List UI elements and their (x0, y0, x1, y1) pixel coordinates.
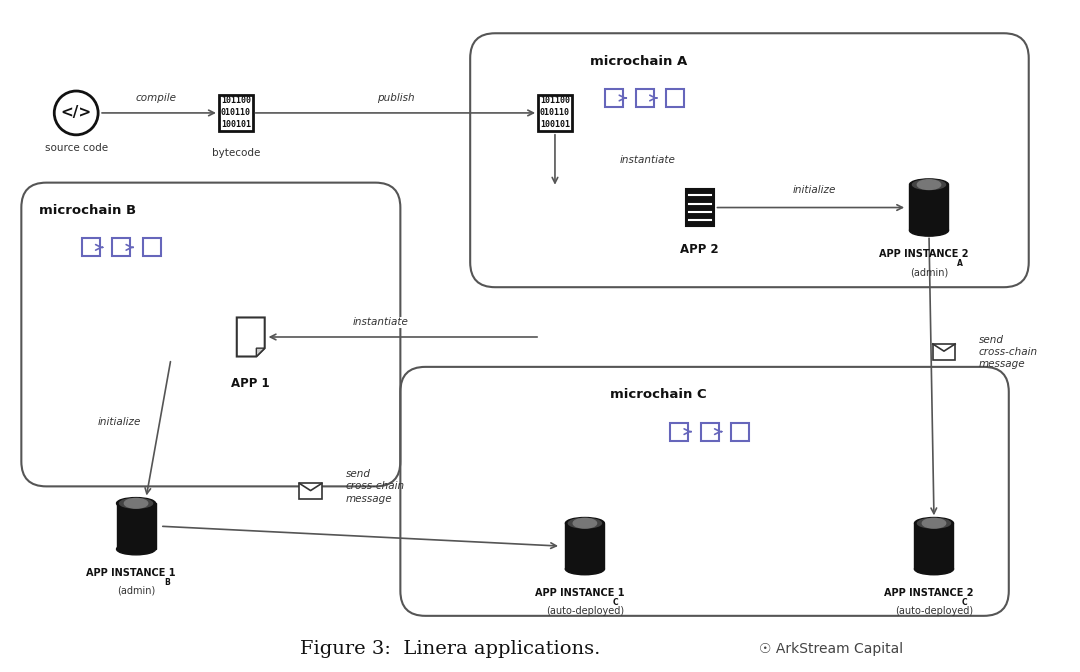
Text: APP 1: APP 1 (231, 377, 270, 390)
Bar (566, 523, 605, 569)
Bar (636, 89, 653, 107)
Text: 010110: 010110 (540, 108, 570, 118)
Text: APP INSTANCE 2: APP INSTANCE 2 (885, 588, 974, 598)
Ellipse shape (913, 180, 946, 190)
Ellipse shape (909, 224, 948, 236)
Ellipse shape (922, 518, 946, 528)
Bar (915, 523, 954, 569)
Ellipse shape (117, 497, 156, 509)
Text: (auto-deployed): (auto-deployed) (545, 606, 624, 616)
Ellipse shape (573, 518, 596, 528)
Text: 100101: 100101 (220, 120, 251, 130)
Text: (admin): (admin) (909, 267, 948, 278)
Text: (admin): (admin) (117, 586, 156, 596)
Bar (112, 239, 130, 256)
Text: instantiate: instantiate (620, 155, 676, 165)
Text: APP INSTANCE 1: APP INSTANCE 1 (86, 568, 176, 578)
Bar (909, 185, 948, 230)
Bar (605, 89, 623, 107)
Bar (666, 89, 685, 107)
Text: A: A (957, 259, 962, 268)
Ellipse shape (124, 499, 148, 508)
Bar (933, 344, 955, 360)
Text: APP INSTANCE 1: APP INSTANCE 1 (536, 588, 624, 598)
Text: microchain A: microchain A (590, 54, 687, 68)
Text: APP 2: APP 2 (680, 243, 719, 256)
Text: microchain C: microchain C (610, 388, 706, 401)
Text: send
cross-chain
message: send cross-chain message (346, 469, 405, 504)
Bar (219, 95, 253, 131)
Text: initialize: initialize (97, 417, 141, 427)
Text: send
cross-chain
message: send cross-chain message (978, 335, 1038, 370)
Bar (143, 239, 161, 256)
Text: Figure 3:  Linera applications.: Figure 3: Linera applications. (300, 640, 600, 658)
Text: C: C (962, 598, 968, 607)
Ellipse shape (566, 563, 605, 575)
Circle shape (54, 91, 98, 135)
Bar (299, 483, 322, 499)
Text: 101100: 101100 (220, 96, 251, 106)
Ellipse shape (917, 518, 950, 528)
Text: 101100: 101100 (540, 96, 570, 106)
Text: 010110: 010110 (220, 108, 251, 118)
Text: </>: </> (60, 106, 92, 120)
Text: APP INSTANCE 2: APP INSTANCE 2 (879, 249, 969, 259)
Text: bytecode: bytecode (212, 148, 260, 158)
Bar (117, 503, 156, 549)
Text: 100101: 100101 (540, 120, 570, 130)
Bar (686, 190, 714, 226)
Bar (701, 423, 718, 441)
Text: ☉ ArkStream Capital: ☉ ArkStream Capital (759, 642, 904, 656)
Bar (82, 239, 99, 256)
Ellipse shape (917, 180, 941, 190)
Bar (731, 423, 750, 441)
Ellipse shape (120, 499, 152, 508)
Bar (538, 95, 571, 131)
Ellipse shape (117, 544, 156, 555)
Ellipse shape (909, 179, 948, 190)
Text: compile: compile (135, 93, 176, 103)
Ellipse shape (915, 517, 954, 529)
Text: B: B (164, 578, 170, 587)
Text: initialize: initialize (793, 185, 836, 195)
Bar (670, 423, 688, 441)
Ellipse shape (566, 517, 605, 529)
Text: publish: publish (377, 93, 415, 103)
Polygon shape (237, 317, 265, 357)
Text: C: C (612, 598, 619, 607)
Text: source code: source code (44, 142, 108, 153)
Text: (auto-deployed): (auto-deployed) (895, 606, 973, 616)
Ellipse shape (568, 518, 602, 528)
Text: microchain B: microchain B (39, 204, 136, 217)
Text: instantiate: instantiate (352, 317, 408, 327)
Ellipse shape (915, 563, 954, 575)
Polygon shape (256, 348, 265, 357)
